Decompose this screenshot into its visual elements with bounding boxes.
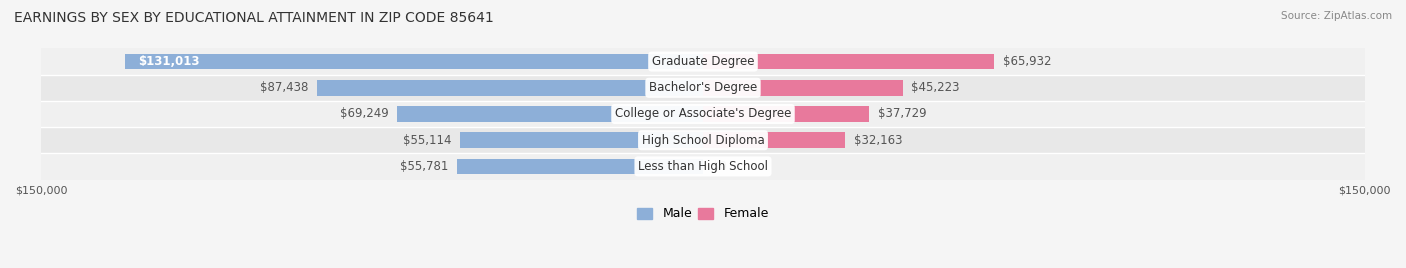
Text: $131,013: $131,013	[138, 55, 200, 68]
Bar	[703, 132, 845, 148]
Text: $0: $0	[711, 160, 727, 173]
Text: Graduate Degree: Graduate Degree	[652, 55, 754, 68]
Bar	[457, 159, 703, 174]
Text: EARNINGS BY SEX BY EDUCATIONAL ATTAINMENT IN ZIP CODE 85641: EARNINGS BY SEX BY EDUCATIONAL ATTAINMEN…	[14, 11, 494, 25]
Bar	[41, 153, 1365, 180]
Text: College or Associate's Degree: College or Associate's Degree	[614, 107, 792, 121]
Text: Less than High School: Less than High School	[638, 160, 768, 173]
Bar	[41, 49, 1365, 75]
Bar	[703, 80, 903, 96]
Bar	[125, 54, 703, 69]
Text: $69,249: $69,249	[340, 107, 388, 121]
Bar	[41, 75, 1365, 101]
Text: $55,781: $55,781	[399, 160, 449, 173]
Text: High School Diploma: High School Diploma	[641, 134, 765, 147]
Bar	[703, 54, 994, 69]
Text: $37,729: $37,729	[879, 107, 927, 121]
Text: Source: ZipAtlas.com: Source: ZipAtlas.com	[1281, 11, 1392, 21]
Bar	[41, 101, 1365, 127]
Bar	[703, 106, 869, 122]
Legend: Male, Female: Male, Female	[633, 202, 773, 225]
Bar	[398, 106, 703, 122]
Bar	[41, 127, 1365, 153]
Text: $65,932: $65,932	[1002, 55, 1052, 68]
Text: $45,223: $45,223	[911, 81, 960, 94]
Bar	[318, 80, 703, 96]
Text: $55,114: $55,114	[402, 134, 451, 147]
Text: Bachelor's Degree: Bachelor's Degree	[650, 81, 756, 94]
Text: $87,438: $87,438	[260, 81, 308, 94]
Text: $32,163: $32,163	[853, 134, 903, 147]
Bar	[460, 132, 703, 148]
